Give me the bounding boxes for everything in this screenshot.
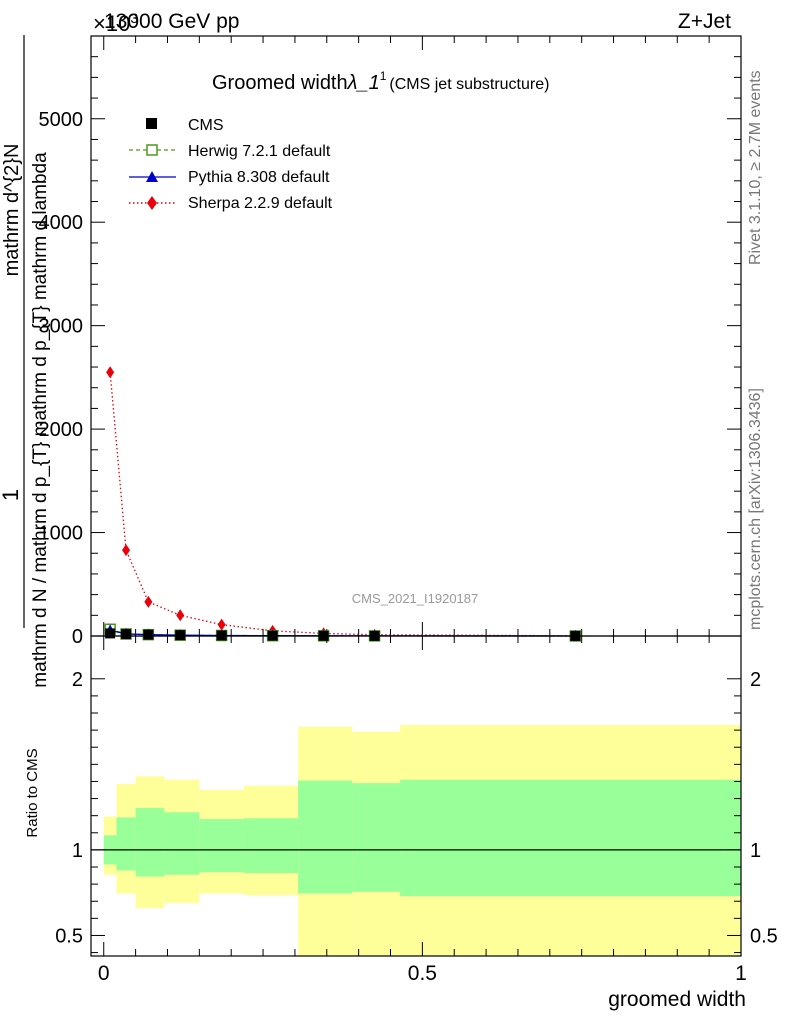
sherpa-series-line	[109, 372, 576, 637]
sherpa-point	[122, 544, 131, 557]
cms-point	[121, 629, 132, 640]
ratio-y-tick-label: 2	[72, 669, 83, 691]
x-tick-label: 0	[98, 962, 110, 985]
main-plot: 0 1000 2000 3000 4000 5000	[39, 35, 742, 648]
stat-uncertainty-band-bin	[199, 819, 244, 873]
stat-uncertainty-band-bin	[352, 783, 401, 892]
legend-label-sherpa: Sherpa 2.2.9 default	[188, 195, 333, 212]
ratio-y-tick-label-right: 1	[750, 840, 761, 862]
cms-point	[105, 628, 116, 639]
herwig-marker-icon	[146, 144, 158, 156]
legend-label-pythia: Pythia 8.308 default	[188, 169, 330, 186]
stat-uncertainty-band-bin	[135, 807, 165, 877]
sherpa-point	[176, 609, 185, 622]
stat-uncertainty-band-bin	[400, 779, 741, 897]
legend-item-pythia: Pythia 8.308 default	[129, 169, 330, 186]
main-y-tick-label: 5000	[39, 109, 84, 131]
x-tick-label: 0.5	[408, 962, 437, 985]
analysis-watermark: CMS_2021_I1920187	[352, 591, 479, 606]
main-y-tick-label: 1000	[39, 523, 84, 545]
main-y-tick-label: 2000	[39, 419, 84, 441]
main-y-tick-label: 3000	[39, 316, 84, 338]
main-y-tick-label: 4000	[39, 212, 84, 234]
chart-title: Groomed widthλ_11 (CMS jet substructure)	[212, 69, 549, 94]
stat-uncertainty-band-bin	[243, 818, 299, 874]
stat-uncertainty-band-bin	[298, 780, 353, 894]
stat-uncertainty-band-bin	[116, 817, 136, 871]
legend-item-sherpa: Sherpa 2.2.9 default	[129, 195, 333, 212]
y-label-denominator: mathrm d N / mathrm d p_{T} mathrm d p_{…	[30, 152, 51, 688]
rivet-label: Rivet 3.1.10, ≥ 2.7M events	[747, 70, 764, 265]
pythia-marker-icon	[146, 171, 158, 182]
main-y-axis-label: 1 mathrm d N / mathrm d p_{T} mathrm d p…	[0, 35, 51, 688]
sherpa-marker-icon	[147, 196, 157, 210]
sherpa-point	[217, 618, 226, 631]
x-axis-label: groomed width	[608, 988, 746, 1011]
legend-item-cms: CMS	[146, 117, 224, 134]
ratio-y-tick-label: 1	[72, 840, 83, 862]
sherpa-point	[106, 366, 115, 379]
legend-label-cms: CMS	[188, 117, 224, 134]
y-label-one: 1	[0, 489, 23, 501]
ratio-plot: 0 0.5 10.5 0.51 12 2	[55, 635, 778, 985]
energy-label: 13000 GeV pp	[104, 10, 239, 33]
ratio-y-tick-label-right: 2	[750, 669, 761, 691]
cms-point	[143, 629, 154, 640]
y-label-numerator: mathrm d^{2}N	[1, 144, 23, 277]
main-y-tick-label: 0	[72, 626, 83, 648]
mcplots-label: mcplots.cern.ch [arXiv:1306.3436]	[747, 388, 764, 630]
sherpa-point	[144, 595, 153, 608]
ratio-y-tick-label: 0.5	[55, 925, 83, 947]
legend: CMS Herwig 7.2.1 default Pythia 8.308 de…	[129, 117, 333, 212]
y-multiplier: ×103	[93, 10, 138, 36]
process-label: Z+Jet	[678, 10, 731, 33]
x-tick-label: 1	[735, 962, 747, 985]
legend-label-herwig: Herwig 7.2.1 default	[188, 143, 331, 160]
ratio-y-tick-label-right: 0.5	[750, 925, 778, 947]
cms-point	[175, 630, 186, 641]
cms-marker-icon	[146, 118, 157, 129]
legend-item-herwig: Herwig 7.2.1 default	[129, 143, 331, 160]
stat-uncertainty-band-bin	[164, 812, 200, 875]
ratio-y-label: Ratio to CMS	[24, 748, 41, 837]
ratio-plot-frame	[90, 635, 742, 957]
